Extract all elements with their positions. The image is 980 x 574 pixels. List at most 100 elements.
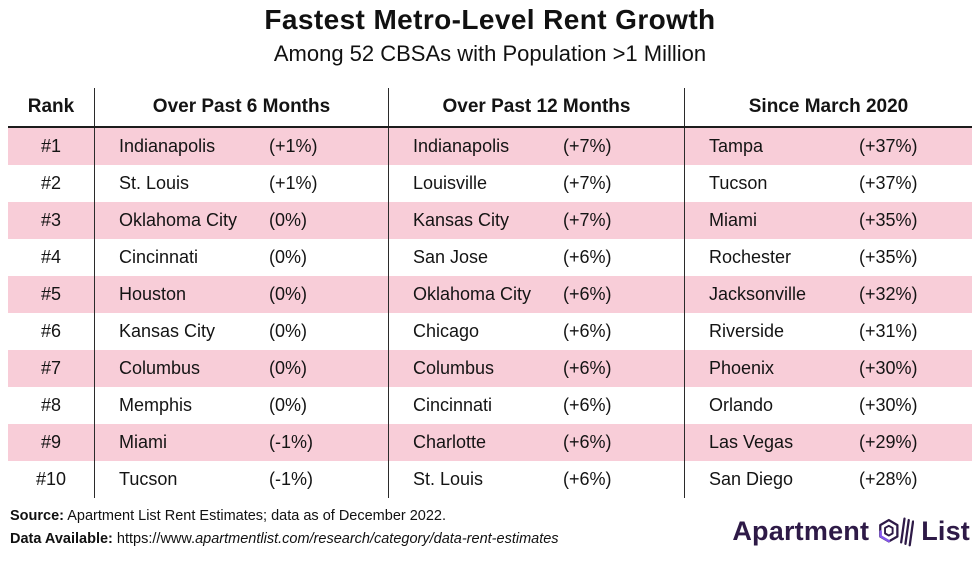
metro-name: Chicago: [413, 321, 480, 341]
rent-growth-value: (+6%): [563, 395, 612, 415]
metro-name: Indianapolis: [119, 136, 216, 156]
rent-growth-value: (+35%): [859, 247, 918, 267]
data-available-line: Data Available: https://www.apartmentlis…: [10, 531, 559, 547]
metro-name: Miami: [119, 432, 167, 452]
metro-name: Cincinnati: [413, 395, 493, 415]
metro-cell: Indianapolis (+1%): [95, 128, 389, 165]
rent-growth-value: (0%): [269, 395, 308, 415]
metro-cell: Las Vegas (+29%): [685, 424, 972, 461]
rent-growth-value: (+28%): [859, 469, 918, 489]
metro-cell: Tucson (-1%): [95, 461, 389, 498]
rank-cell: #5: [8, 276, 95, 313]
metro-cell: San Diego (+28%): [685, 461, 972, 498]
rent-growth-value: (+1%): [269, 173, 318, 193]
rent-growth-value: (+6%): [563, 247, 612, 267]
rent-growth-value: (0%): [269, 321, 308, 341]
rent-growth-value: (+7%): [563, 210, 612, 230]
rent-growth-value: (0%): [269, 210, 308, 230]
metro-name: San Jose: [413, 247, 489, 267]
page-title: Fastest Metro-Level Rent Growth: [264, 4, 716, 35]
metro-cell: Louisville (+7%): [389, 165, 685, 202]
metro-name: Columbus: [119, 358, 201, 378]
metro-name: Kansas City: [413, 210, 510, 230]
table-row: #6 Kansas City (0%) Chicago (+6%) Riverside (+…: [8, 313, 972, 350]
metro-name: Rochester: [709, 247, 792, 267]
source-block: Source: Apartment List Rent Estimates; d…: [10, 508, 559, 554]
rent-growth-value: (+7%): [563, 136, 612, 156]
metro-cell: Cincinnati (+6%): [389, 387, 685, 424]
metro-cell: St. Louis (+6%): [389, 461, 685, 498]
table-row: #7 Columbus (0%) Columbus (+6%) Phoenix (+30%): [8, 350, 972, 387]
metro-cell: Columbus (+6%): [389, 350, 685, 387]
rent-growth-value: (+37%): [859, 136, 918, 156]
metro-name: Riverside: [709, 321, 785, 341]
rent-growth-table: Rank Over Past 6 Months Over Past 12 Mon…: [8, 88, 972, 498]
metro-cell: San Jose (+6%): [389, 239, 685, 276]
table-row: #3 Oklahoma City (0%) Kansas City (+7%) Miami…: [8, 202, 972, 239]
table-row: #8 Memphis (0%) Cincinnati (+6%) Orlando (+30%…: [8, 387, 972, 424]
metro-name: Jacksonville: [709, 284, 807, 304]
table-row: #1 Indianapolis (+1%) Indianapolis (+7%) Tamp…: [8, 128, 972, 165]
metro-cell: St. Louis (+1%): [95, 165, 389, 202]
rent-growth-value: (0%): [269, 247, 308, 267]
table-row: #2 St. Louis (+1%) Louisville (+7%) Tucson (+3…: [8, 165, 972, 202]
rent-growth-value: (-1%): [269, 469, 313, 489]
metro-name: Orlando: [709, 395, 774, 415]
rent-growth-value: (+6%): [563, 432, 612, 452]
rank-cell: #2: [8, 165, 95, 202]
apartment-list-hexagon-icon: [876, 512, 915, 550]
table-row: #10 Tucson (-1%) St. Louis (+6%) San Diego (+2…: [8, 461, 972, 498]
metro-cell: Tampa (+37%): [685, 128, 972, 165]
rent-growth-value: (+6%): [563, 284, 612, 304]
rent-growth-value: (+31%): [859, 321, 918, 341]
logo-word-apartment: Apartment: [732, 515, 870, 546]
metro-cell: Kansas City (+7%): [389, 202, 685, 239]
metro-name: Columbus: [413, 358, 495, 378]
metro-cell: Cincinnati (0%): [95, 239, 389, 276]
footer: Source: Apartment List Rent Estimates; d…: [10, 508, 970, 554]
table-row: #9 Miami (-1%) Charlotte (+6%) Las Vegas (+29%…: [8, 424, 972, 461]
metro-name: Memphis: [119, 395, 193, 415]
metro-name: Tucson: [709, 173, 768, 193]
apartment-list-logo: Apartment List: [732, 512, 970, 550]
metro-name: Tampa: [709, 136, 764, 156]
rent-growth-value: (+7%): [563, 173, 612, 193]
metro-name: Houston: [119, 284, 187, 304]
header-12-months: Over Past 12 Months: [389, 88, 685, 126]
page-subtitle: Among 52 CBSAs with Population >1 Millio…: [273, 41, 707, 66]
metro-name: Oklahoma City: [413, 284, 532, 304]
rent-growth-value: (-1%): [269, 432, 313, 452]
metro-name: Oklahoma City: [119, 210, 238, 230]
rank-cell: #10: [8, 461, 95, 498]
metro-cell: Indianapolis (+7%): [389, 128, 685, 165]
rent-growth-value: (+1%): [269, 136, 318, 156]
metro-cell: Oklahoma City (+6%): [389, 276, 685, 313]
metro-cell: Miami (-1%): [95, 424, 389, 461]
table-row: #4 Cincinnati (0%) San Jose (+6%) Rochester (+…: [8, 239, 972, 276]
header-since-march-2020: Since March 2020: [748, 96, 909, 117]
metro-name: Las Vegas: [709, 432, 794, 452]
data-url[interactable]: https://www.apartmentlist.com/research/c…: [112, 531, 559, 547]
metro-name: Charlotte: [413, 432, 487, 452]
data-available-label: Data Available:: [10, 531, 113, 547]
metro-cell: Orlando (+30%): [685, 387, 972, 424]
metro-cell: Memphis (0%): [95, 387, 389, 424]
metro-cell: Miami (+35%): [685, 202, 972, 239]
metro-cell: Jacksonville (+32%): [685, 276, 972, 313]
metro-cell: Phoenix (+30%): [685, 350, 972, 387]
source-line: Source: Apartment List Rent Estimates; d…: [10, 508, 559, 524]
rent-growth-value: (+30%): [859, 395, 918, 415]
metro-name: St. Louis: [119, 173, 190, 193]
rent-growth-value: (+6%): [563, 469, 612, 489]
header-6-months: Over Past 6 Months: [95, 88, 389, 126]
header-rank: Rank: [8, 88, 95, 126]
rent-growth-value: (+29%): [859, 432, 918, 452]
source-text: Apartment List Rent Estimates; data as o…: [64, 508, 447, 524]
rent-growth-value: (0%): [269, 284, 308, 304]
metro-cell: Houston (0%): [95, 276, 389, 313]
metro-cell: Riverside (+31%): [685, 313, 972, 350]
rank-cell: #3: [8, 202, 95, 239]
metro-name: Tucson: [119, 469, 178, 489]
metro-cell: Tucson (+37%): [685, 165, 972, 202]
logo-word-list: List: [921, 515, 970, 546]
